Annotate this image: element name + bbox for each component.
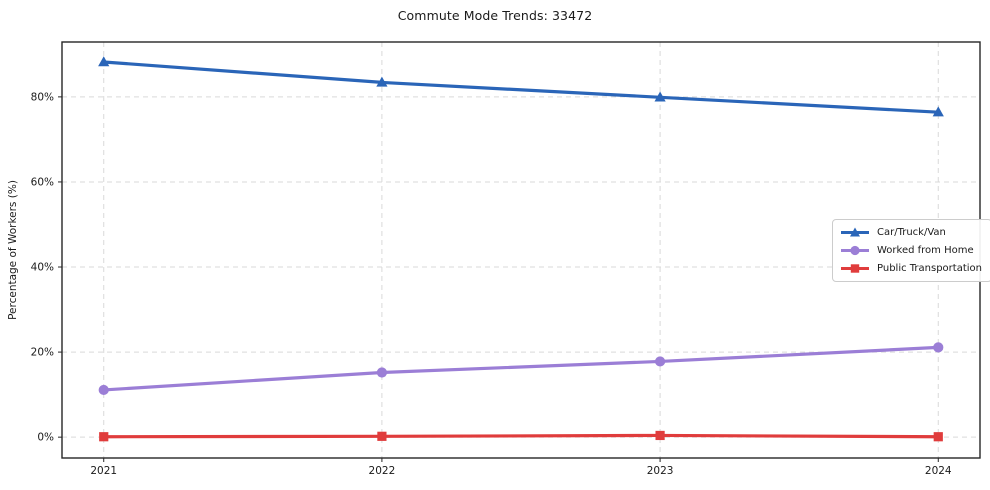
marker-circle-worked-from-home xyxy=(933,342,944,353)
x-tick-label: 2021 xyxy=(90,465,117,477)
x-tick-label: 2024 xyxy=(925,465,952,477)
marker-triangle-car-truck-van xyxy=(98,56,110,67)
marker-triangle-car-truck-van xyxy=(932,106,944,117)
y-tick-label: 80% xyxy=(31,91,54,103)
y-tick-label: 20% xyxy=(31,347,54,359)
marker-circle-worked-from-home xyxy=(654,356,666,367)
legend-label-car-truck-van: Car/Truck/Van xyxy=(877,227,946,238)
chart-title: Commute Mode Trends: 33472 xyxy=(397,8,593,23)
legend-label-public-transportation: Public Transportation xyxy=(877,263,982,274)
legend-marker-triangle-icon xyxy=(850,227,860,237)
x-tick-label: 2022 xyxy=(369,465,396,477)
marker-square-public-transportation xyxy=(933,432,943,442)
chart-legend: Car/Truck/Van Worked from Home Public Tran… xyxy=(832,219,990,282)
series-line-worked-from-home xyxy=(102,345,940,392)
series-line-public-transportation xyxy=(102,433,940,439)
marker-circle-worked-from-home xyxy=(376,367,388,378)
x-tick-label: 2023 xyxy=(647,465,674,477)
series-line-car-truck-van xyxy=(102,60,940,114)
legend-item-worked-from-home: Worked from Home xyxy=(840,243,982,258)
y-tick-label: 0% xyxy=(37,432,54,444)
marker-triangle-car-truck-van xyxy=(376,76,388,87)
legend-circle-sample-icon xyxy=(841,245,869,256)
legend-label-worked-from-home: Worked from Home xyxy=(877,245,974,256)
marker-square-public-transportation xyxy=(655,430,665,441)
legend-square-sample-icon xyxy=(841,264,869,273)
y-tick-label: 40% xyxy=(31,262,54,274)
legend-marker-circle-icon xyxy=(850,245,860,256)
marker-circle-worked-from-home xyxy=(98,384,109,396)
legend-triangle-sample-icon xyxy=(841,227,869,237)
legend-marker-square-icon xyxy=(850,264,860,273)
marker-square-public-transportation xyxy=(99,432,109,442)
marker-square-public-transportation xyxy=(377,431,387,441)
legend-item-car-truck-van: Car/Truck/Van xyxy=(840,225,982,240)
legend-item-public-transportation: Public Transportation xyxy=(840,261,982,276)
marker-triangle-car-truck-van xyxy=(654,91,666,102)
y-tick-label: 60% xyxy=(31,176,54,188)
